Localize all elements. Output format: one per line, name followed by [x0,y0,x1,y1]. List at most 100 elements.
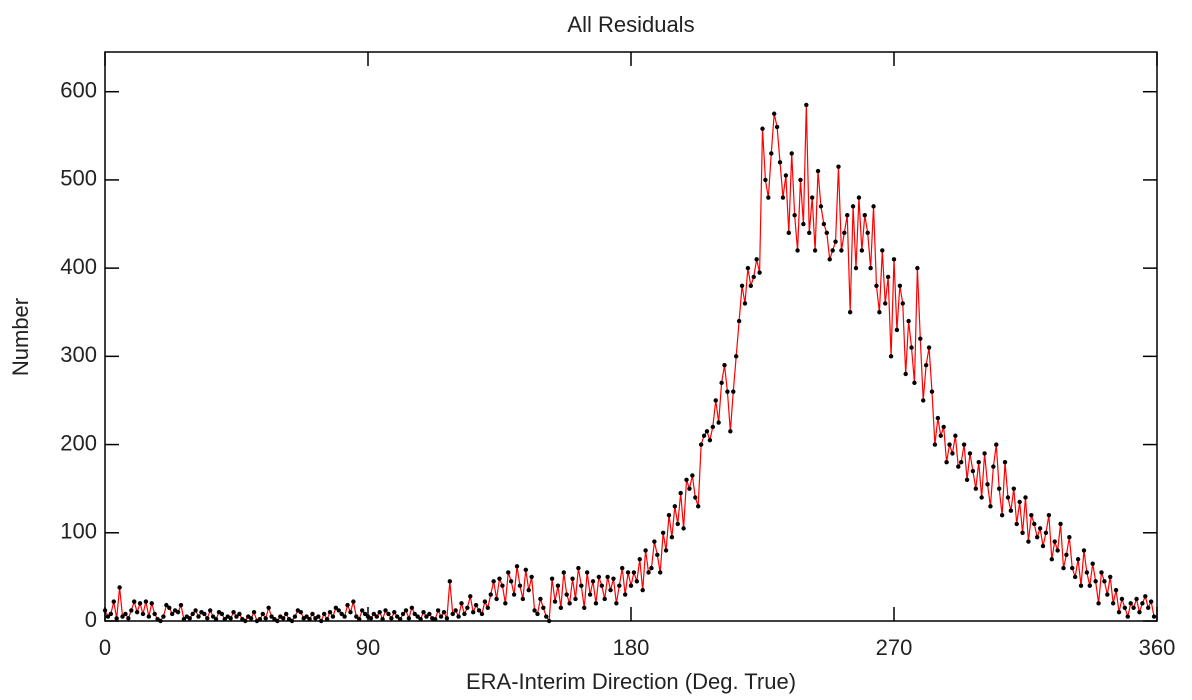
data-point [228,616,233,621]
data-point [1110,601,1116,606]
data-point [725,389,730,394]
data-point [158,618,163,624]
data-point [774,124,780,130]
data-point [1026,539,1031,544]
data-point [167,605,172,610]
data-point [1008,508,1014,513]
data-point [921,398,926,403]
data-point [690,473,695,478]
data-point [392,609,397,615]
data-point [617,583,622,588]
data-point [748,283,754,288]
data-point [815,168,821,174]
data-point [736,318,742,324]
data-point [728,429,733,434]
data-point [1125,614,1130,619]
data-point [479,611,485,617]
data-point [576,565,581,571]
data-point [929,389,935,394]
data-point [853,265,859,271]
data-point [912,380,917,386]
data-point [427,611,432,617]
data-point [453,608,458,613]
data-point [292,614,298,619]
data-point [520,596,526,602]
data-point [1093,579,1098,584]
data-point [482,599,488,604]
data-point [260,611,265,617]
data-point [640,587,645,593]
data-point [918,336,923,341]
data-point [210,614,216,619]
data-point [117,585,122,590]
data-point [351,599,356,604]
data-point [456,614,461,619]
data-point [190,611,195,617]
data-point [362,611,368,617]
data-point [716,420,721,425]
data-point [988,504,993,509]
data-point [994,442,999,447]
data-point [170,611,175,617]
data-point [319,618,324,624]
data-point [906,318,911,324]
data-point [535,611,540,617]
data-point [152,611,157,617]
data-point [926,345,932,350]
data-point [766,195,771,200]
data-point [950,451,955,456]
data-point [658,570,663,575]
data-point [450,611,455,617]
data-point [561,570,566,575]
data-point [1137,609,1142,615]
data-point [894,327,900,333]
data-point [546,618,552,624]
data-point [114,616,119,621]
x-tick-label: 0 [99,635,111,660]
data-point [243,618,248,624]
data-point [1011,486,1017,491]
data-point [891,257,897,262]
data-point [371,611,377,617]
data-point [880,248,885,253]
data-point [552,599,558,604]
data-point [383,608,388,613]
chart-title: All Residuals [567,12,694,37]
data-point [1017,499,1022,505]
data-point [883,301,888,306]
data-point [789,151,794,156]
data-point [698,442,704,447]
data-point [976,460,981,465]
y-tick-label: 100 [60,519,97,544]
data-point [1131,605,1136,610]
data-point [345,602,350,608]
data-point [1034,534,1040,540]
data-point [842,230,847,236]
data-point [859,248,865,253]
data-point [400,611,406,617]
data-point [923,362,929,368]
data-point [146,614,152,619]
data-point [982,451,987,456]
data-point [780,195,786,200]
data-point [415,614,420,619]
data-point [202,611,207,617]
data-point [731,389,736,394]
y-axis-label: Number [8,298,33,376]
data-point [1064,552,1069,558]
data-point [403,608,409,613]
data-point [140,611,146,617]
data-point [833,239,838,244]
data-point [532,608,537,613]
data-point [584,570,590,575]
data-point [821,221,827,227]
data-point [631,570,637,575]
data-point [599,583,604,588]
data-point [412,611,417,617]
data-point [1113,587,1119,593]
data-point [579,583,584,588]
data-point [324,617,330,622]
data-point [529,574,534,580]
